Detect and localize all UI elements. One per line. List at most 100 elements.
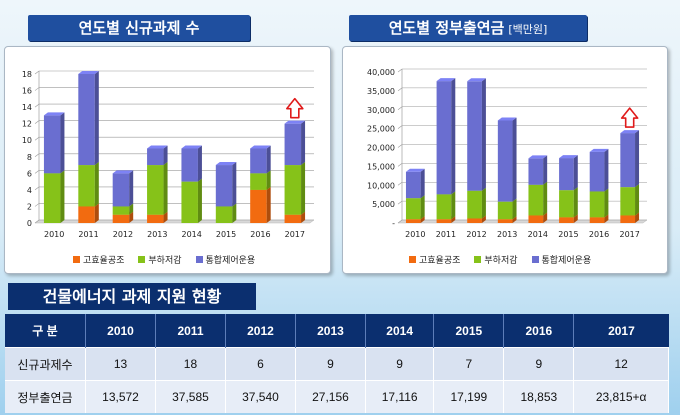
bar-segment bbox=[43, 112, 65, 174]
bar-side bbox=[604, 148, 609, 192]
legend-item: 고효율공조 bbox=[73, 253, 124, 266]
bar-front bbox=[147, 214, 164, 223]
bar-side bbox=[94, 203, 99, 223]
gridline-diagonal bbox=[397, 125, 403, 129]
bar-side bbox=[512, 198, 517, 220]
bar-front bbox=[467, 190, 482, 219]
bar-front bbox=[497, 201, 513, 220]
y-tick-label: 25,000 bbox=[367, 125, 395, 134]
x-tick-label: 2014 bbox=[528, 230, 548, 239]
bar-front bbox=[78, 165, 95, 207]
x-tick-label: 2015 bbox=[558, 230, 578, 239]
bar-side bbox=[163, 211, 168, 223]
bar-side bbox=[573, 214, 578, 223]
bar-segment bbox=[284, 162, 306, 215]
bar-side bbox=[197, 178, 202, 223]
x-tick-label: 2017 bbox=[620, 230, 640, 239]
y-tick-label: 15,000 bbox=[367, 162, 395, 171]
y-tick-label: 8 bbox=[27, 153, 32, 162]
bar-side bbox=[266, 186, 271, 223]
bar-segment bbox=[528, 155, 548, 185]
bar-side bbox=[604, 214, 609, 223]
bar-front bbox=[528, 184, 544, 216]
bar-front bbox=[78, 74, 95, 166]
bar-segment bbox=[559, 187, 578, 218]
header-year: 2016 bbox=[503, 314, 575, 348]
bar-front bbox=[250, 148, 267, 174]
bar-segment bbox=[467, 187, 486, 219]
left-chart-title-text: 연도별 신규과제 수 bbox=[78, 19, 200, 37]
bar-front bbox=[436, 81, 452, 195]
bar-front bbox=[78, 206, 95, 223]
bar-side bbox=[163, 162, 168, 215]
bar-top bbox=[78, 71, 99, 74]
bar-side bbox=[635, 212, 640, 223]
bar-segment bbox=[147, 162, 168, 215]
bar-segment bbox=[559, 155, 578, 191]
bar-segment bbox=[620, 130, 640, 188]
bar-side bbox=[604, 188, 609, 218]
table-cell: 18,853 bbox=[503, 380, 575, 413]
bar-front bbox=[467, 218, 482, 223]
chart-floor bbox=[397, 219, 648, 224]
header-year: 2010 bbox=[85, 314, 156, 348]
y-tick-label: 14 bbox=[22, 103, 32, 112]
bar-side bbox=[301, 120, 306, 166]
bar-front bbox=[559, 190, 574, 218]
y-tick-label: 5,000 bbox=[372, 200, 395, 209]
bar-side bbox=[60, 112, 65, 174]
new-projects-chart: 0 2 4 6 8 10 12 14 16 18 2010 2011 2012 2013 2014 2015 2… bbox=[22, 70, 315, 239]
bar-front bbox=[620, 133, 636, 188]
table-cell: 7 bbox=[433, 347, 505, 381]
bar-front bbox=[215, 165, 233, 207]
bar-side bbox=[573, 155, 578, 191]
bar-front bbox=[436, 194, 452, 220]
bar-front bbox=[284, 165, 302, 215]
bar-front bbox=[250, 173, 267, 190]
x-tick-label: 2010 bbox=[44, 230, 64, 239]
bar-top bbox=[250, 145, 271, 149]
gridline-diagonal bbox=[34, 219, 40, 224]
x-tick-label: 2011 bbox=[436, 230, 456, 239]
bar-front bbox=[284, 214, 302, 223]
bar-top bbox=[405, 168, 425, 172]
y-tick-label: 0 bbox=[27, 219, 32, 228]
gridline-diagonal bbox=[397, 68, 403, 73]
gridline-diagonal bbox=[397, 219, 403, 224]
x-tick-label: 2011 bbox=[78, 230, 98, 239]
table-cell: 13,572 bbox=[85, 380, 156, 413]
bar-side bbox=[543, 212, 548, 223]
bar-side bbox=[451, 191, 456, 220]
bar-side bbox=[266, 145, 271, 174]
bar-side bbox=[232, 162, 237, 207]
gridline-diagonal bbox=[34, 153, 40, 158]
bar-front bbox=[436, 219, 452, 223]
x-tick-label: 2012 bbox=[466, 230, 486, 239]
bar-side bbox=[129, 211, 134, 223]
gridline-diagonal bbox=[397, 144, 403, 148]
bar-segment bbox=[181, 178, 202, 223]
bar-top bbox=[284, 120, 306, 124]
y-tick-label: - bbox=[392, 219, 395, 228]
legend-item: 통합제어운용 bbox=[195, 253, 255, 266]
table-cell: 13 bbox=[85, 347, 156, 381]
bar-segment bbox=[405, 168, 425, 199]
bar-front bbox=[147, 165, 164, 215]
bar-side bbox=[451, 216, 456, 223]
x-tick-label: 2010 bbox=[405, 230, 425, 239]
bar-side bbox=[129, 170, 134, 207]
y-tick-label: 35,000 bbox=[367, 87, 395, 96]
bar-segment bbox=[497, 198, 517, 220]
up-arrow-annotation bbox=[286, 97, 304, 119]
table-cell: 9 bbox=[295, 347, 366, 381]
y-tick-label: 16 bbox=[22, 87, 32, 96]
y-tick-label: 10,000 bbox=[367, 181, 395, 190]
table-cell: 23,815+α bbox=[573, 380, 669, 413]
summary-table: 구 분 2010 2011 2012 2013 2014 2015 2016 2… bbox=[5, 314, 669, 413]
bar-side bbox=[60, 170, 65, 223]
y-tick-label: 10 bbox=[22, 136, 32, 145]
table-cell: 12 bbox=[573, 347, 669, 381]
bar-top bbox=[589, 148, 609, 152]
bar-front bbox=[405, 219, 421, 223]
bar-side bbox=[481, 78, 486, 191]
